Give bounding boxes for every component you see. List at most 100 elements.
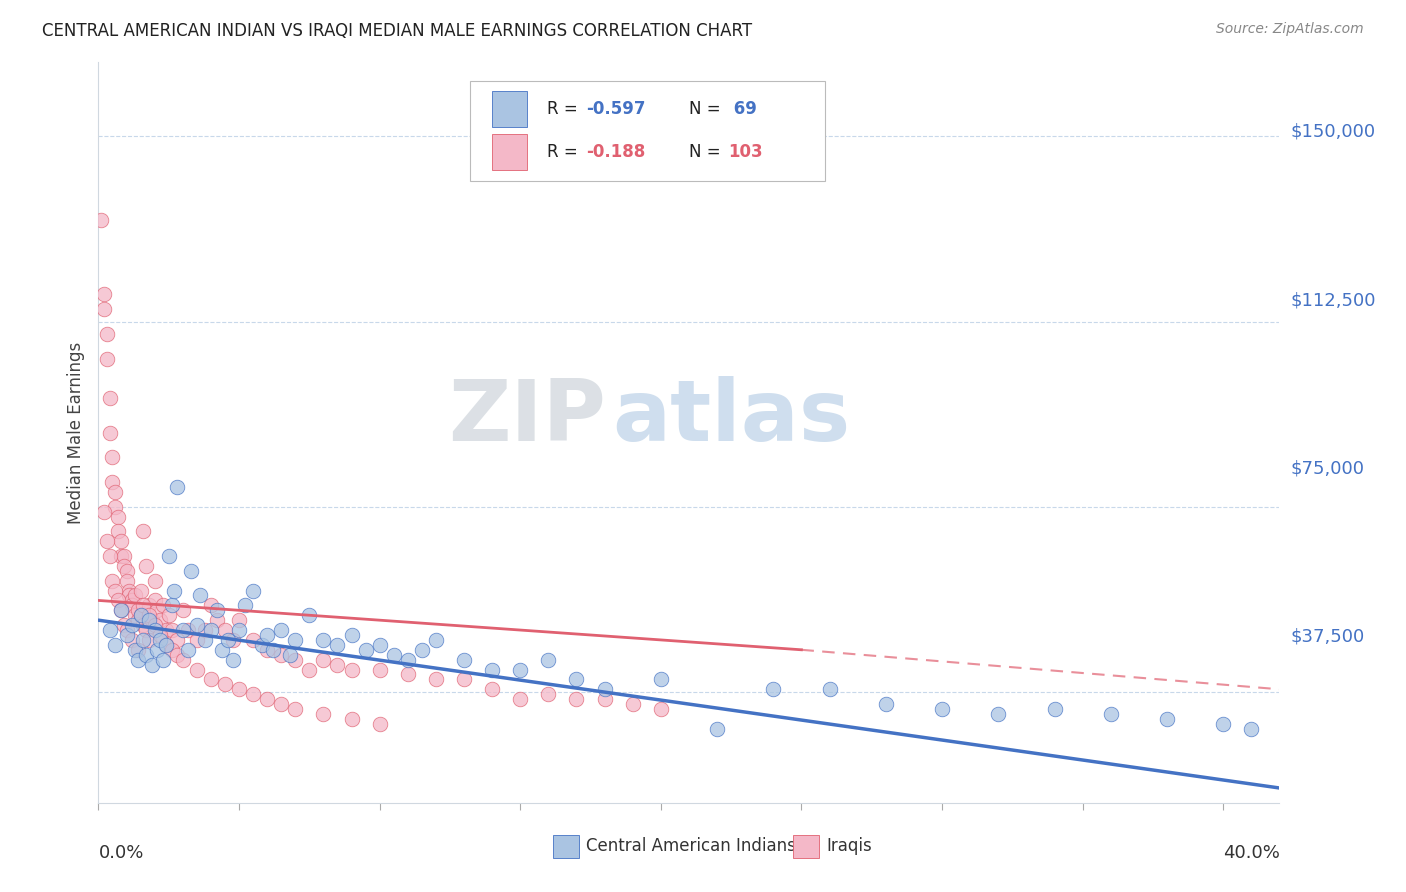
Point [340, 712, 363, 726]
Point [270, 697, 292, 711]
Text: -0.597: -0.597 [586, 100, 645, 118]
Point [96, 326, 118, 341]
Point [188, 589, 211, 603]
Point [326, 638, 349, 652]
Point [228, 623, 250, 637]
Point [222, 632, 245, 647]
Point [593, 692, 616, 706]
Point [157, 549, 180, 563]
Point [132, 632, 155, 647]
Point [135, 558, 157, 573]
Point [155, 638, 177, 652]
Point [138, 613, 160, 627]
Point [166, 480, 188, 494]
Point [453, 673, 475, 687]
Point [146, 603, 169, 617]
Point [124, 642, 146, 657]
Point [354, 642, 377, 657]
Point [127, 653, 149, 667]
Point [96, 534, 118, 549]
Point [368, 638, 391, 652]
Point [104, 583, 127, 598]
Point [132, 599, 155, 613]
Point [177, 623, 200, 637]
Point [138, 608, 160, 623]
Point [110, 534, 132, 549]
Text: 69: 69 [728, 100, 756, 118]
Point [284, 653, 307, 667]
Text: -0.188: -0.188 [586, 143, 645, 161]
Point [396, 667, 419, 681]
Point [1099, 706, 1122, 721]
Y-axis label: Median Male Earnings: Median Male Earnings [66, 342, 84, 524]
Point [1240, 722, 1263, 736]
Point [987, 706, 1010, 721]
Point [217, 632, 239, 647]
Point [312, 632, 335, 647]
Point [233, 599, 256, 613]
Point [298, 608, 321, 623]
Point [124, 608, 146, 623]
Point [141, 657, 163, 672]
Point [256, 628, 278, 642]
Point [127, 603, 149, 617]
Point [124, 589, 146, 603]
Point [326, 657, 349, 672]
Point [101, 475, 124, 489]
Text: 40.0%: 40.0% [1223, 844, 1279, 862]
Point [931, 702, 953, 716]
Point [205, 603, 228, 617]
Point [143, 593, 166, 607]
Point [312, 706, 335, 721]
Point [312, 653, 335, 667]
Point [98, 425, 121, 440]
Point [284, 632, 307, 647]
Point [242, 583, 264, 598]
Point [186, 632, 208, 647]
Point [228, 613, 250, 627]
Point [509, 692, 531, 706]
Point [180, 564, 202, 578]
Text: Source: ZipAtlas.com: Source: ZipAtlas.com [1216, 22, 1364, 37]
Point [368, 716, 391, 731]
Point [214, 677, 236, 691]
Text: Iraqis: Iraqis [825, 838, 872, 855]
Point [107, 593, 129, 607]
Point [565, 692, 588, 706]
Point [186, 618, 208, 632]
Point [112, 549, 135, 563]
Point [425, 673, 447, 687]
Bar [492, 91, 527, 127]
Text: 0.0%: 0.0% [98, 844, 143, 862]
Point [222, 653, 245, 667]
Point [121, 599, 143, 613]
Point [194, 623, 217, 637]
Point [200, 599, 222, 613]
Point [110, 549, 132, 563]
Text: N =: N = [689, 143, 725, 161]
Point [166, 648, 188, 662]
Point [121, 618, 143, 632]
Point [278, 648, 301, 662]
Point [101, 450, 124, 465]
Point [93, 505, 115, 519]
Point [706, 722, 728, 736]
Point [115, 574, 138, 588]
Point [875, 697, 897, 711]
Point [211, 642, 233, 657]
Point [163, 583, 186, 598]
Point [340, 663, 363, 677]
Text: atlas: atlas [612, 376, 851, 459]
Point [121, 593, 143, 607]
Text: CENTRAL AMERICAN INDIAN VS IRAQI MEDIAN MALE EARNINGS CORRELATION CHART: CENTRAL AMERICAN INDIAN VS IRAQI MEDIAN … [42, 22, 752, 40]
Text: ZIP: ZIP [449, 376, 606, 459]
Point [172, 653, 194, 667]
Point [396, 653, 419, 667]
Point [143, 623, 166, 637]
Point [129, 608, 152, 623]
Point [152, 653, 174, 667]
Point [143, 618, 166, 632]
Point [141, 613, 163, 627]
Point [155, 638, 177, 652]
Point [340, 628, 363, 642]
